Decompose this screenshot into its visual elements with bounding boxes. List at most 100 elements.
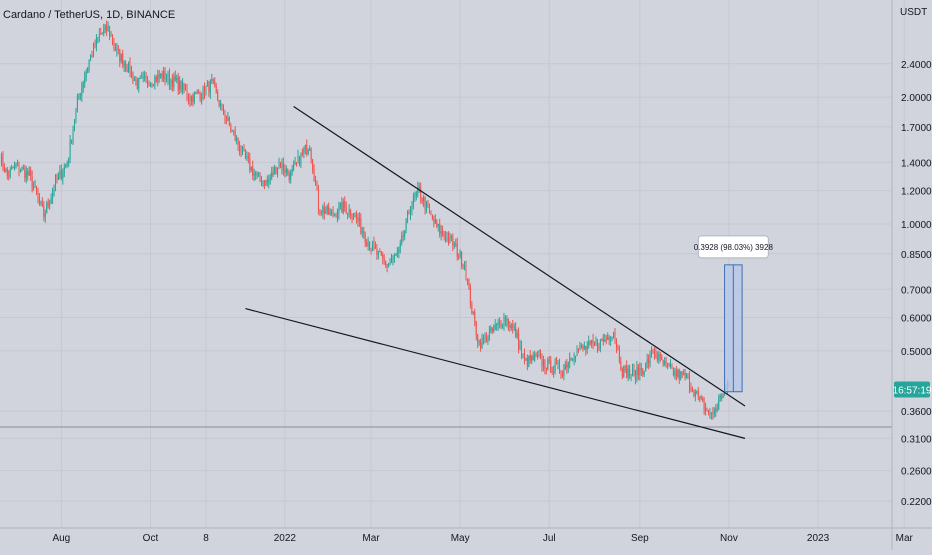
- candle-body: [661, 355, 663, 361]
- candle-body: [60, 170, 62, 179]
- y-tick-label: 0.7000: [901, 285, 932, 296]
- candle-body: [402, 235, 404, 237]
- y-tick-label: 2.4000: [901, 60, 932, 71]
- x-tick-label: Mar: [362, 533, 380, 544]
- candle-body: [136, 80, 138, 89]
- candle-body: [272, 172, 274, 175]
- candle-body: [339, 202, 341, 206]
- candle-body: [608, 336, 610, 341]
- candle-body: [81, 87, 83, 96]
- candle-body: [17, 162, 19, 164]
- candle-body: [329, 211, 331, 215]
- candle-body: [101, 33, 103, 35]
- candle-body: [41, 202, 43, 207]
- candle-body: [123, 63, 125, 66]
- candle-body: [433, 219, 435, 223]
- candle-body: [9, 169, 11, 177]
- candle-body: [518, 333, 520, 349]
- candle-body: [179, 80, 181, 91]
- candle-body: [24, 168, 26, 179]
- candle-body: [674, 370, 676, 376]
- candle-body: [393, 255, 395, 257]
- candle-body: [56, 177, 58, 180]
- candle-body: [122, 54, 124, 66]
- candle-body: [19, 170, 21, 172]
- candle-body: [417, 187, 419, 193]
- upper-trendline[interactable]: [293, 106, 746, 407]
- candle-body: [243, 146, 245, 150]
- x-tick-label: 2022: [274, 533, 297, 544]
- candle-body: [247, 156, 249, 159]
- candle-body: [201, 97, 203, 100]
- candle-body: [686, 374, 688, 378]
- candle-body: [374, 246, 376, 249]
- drawings-layer[interactable]: [0, 106, 892, 439]
- candle-body: [575, 355, 577, 357]
- candle-body: [279, 161, 281, 168]
- candle-body: [632, 368, 634, 375]
- candle-body: [204, 86, 206, 95]
- candle-body: [92, 44, 94, 57]
- candle-body: [271, 172, 273, 178]
- candle-body: [718, 399, 720, 410]
- candle-body: [376, 248, 378, 255]
- candle-body: [558, 363, 560, 373]
- y-tick-label: 0.3100: [901, 434, 932, 445]
- candle-body: [166, 78, 168, 80]
- candle-body: [114, 46, 116, 51]
- candle-body: [360, 217, 362, 233]
- candle-body: [424, 197, 426, 210]
- candle-body: [192, 95, 194, 102]
- candle-body: [205, 86, 207, 95]
- candle-body: [645, 362, 647, 372]
- candle-body: [72, 129, 74, 143]
- candle-body: [421, 197, 423, 202]
- candle-body: [277, 167, 279, 174]
- candle-body: [500, 322, 502, 328]
- candle-body: [187, 96, 189, 100]
- candle-body: [652, 349, 654, 354]
- candle-body: [456, 243, 458, 257]
- candle-body: [582, 346, 584, 349]
- candle-body: [415, 192, 417, 196]
- candle-body: [354, 213, 356, 217]
- candle-body: [40, 202, 42, 204]
- candle-body: [586, 346, 588, 350]
- candle-body: [221, 103, 223, 105]
- candle-body: [190, 95, 192, 101]
- candle-body: [94, 44, 96, 47]
- candle-body: [312, 159, 314, 171]
- candle-body: [712, 412, 714, 414]
- candle-body: [258, 172, 260, 174]
- x-tick-label: Mar: [896, 533, 914, 544]
- candle-body: [681, 371, 683, 375]
- candle-body: [130, 72, 132, 75]
- candle-body: [443, 235, 445, 238]
- candle-body: [214, 81, 216, 86]
- candle-body: [206, 82, 208, 87]
- symbol-title[interactable]: Cardano / TetherUS, 1D, BINANCE: [3, 9, 176, 21]
- candle-body: [382, 254, 384, 259]
- candle-body: [428, 207, 430, 214]
- candle-body: [395, 254, 397, 256]
- candle-body: [100, 33, 102, 35]
- candle-body: [227, 117, 229, 121]
- candle-body: [0, 154, 2, 163]
- candle-body: [462, 265, 464, 267]
- candle-body: [106, 25, 108, 32]
- candle-body: [348, 209, 350, 214]
- candle-body: [670, 364, 672, 366]
- candle-body: [193, 92, 195, 102]
- candle-body: [579, 345, 581, 351]
- currency-label[interactable]: USDT: [900, 7, 928, 18]
- candle-body: [367, 242, 369, 246]
- candle-body: [629, 368, 631, 376]
- candle-body: [497, 322, 499, 325]
- candle-body: [59, 170, 61, 176]
- lower-trendline[interactable]: [245, 308, 746, 439]
- candle-body: [452, 237, 454, 246]
- candle-body: [478, 342, 480, 344]
- candle-body: [287, 168, 289, 174]
